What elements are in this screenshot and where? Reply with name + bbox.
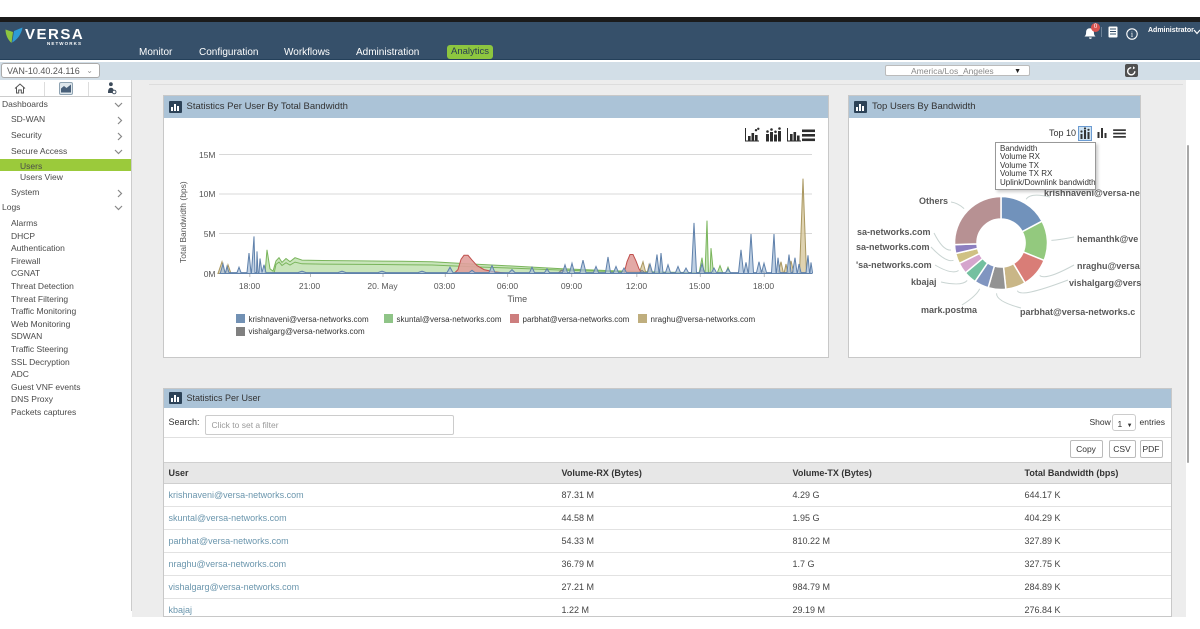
svg-text:i: i <box>1131 30 1134 39</box>
